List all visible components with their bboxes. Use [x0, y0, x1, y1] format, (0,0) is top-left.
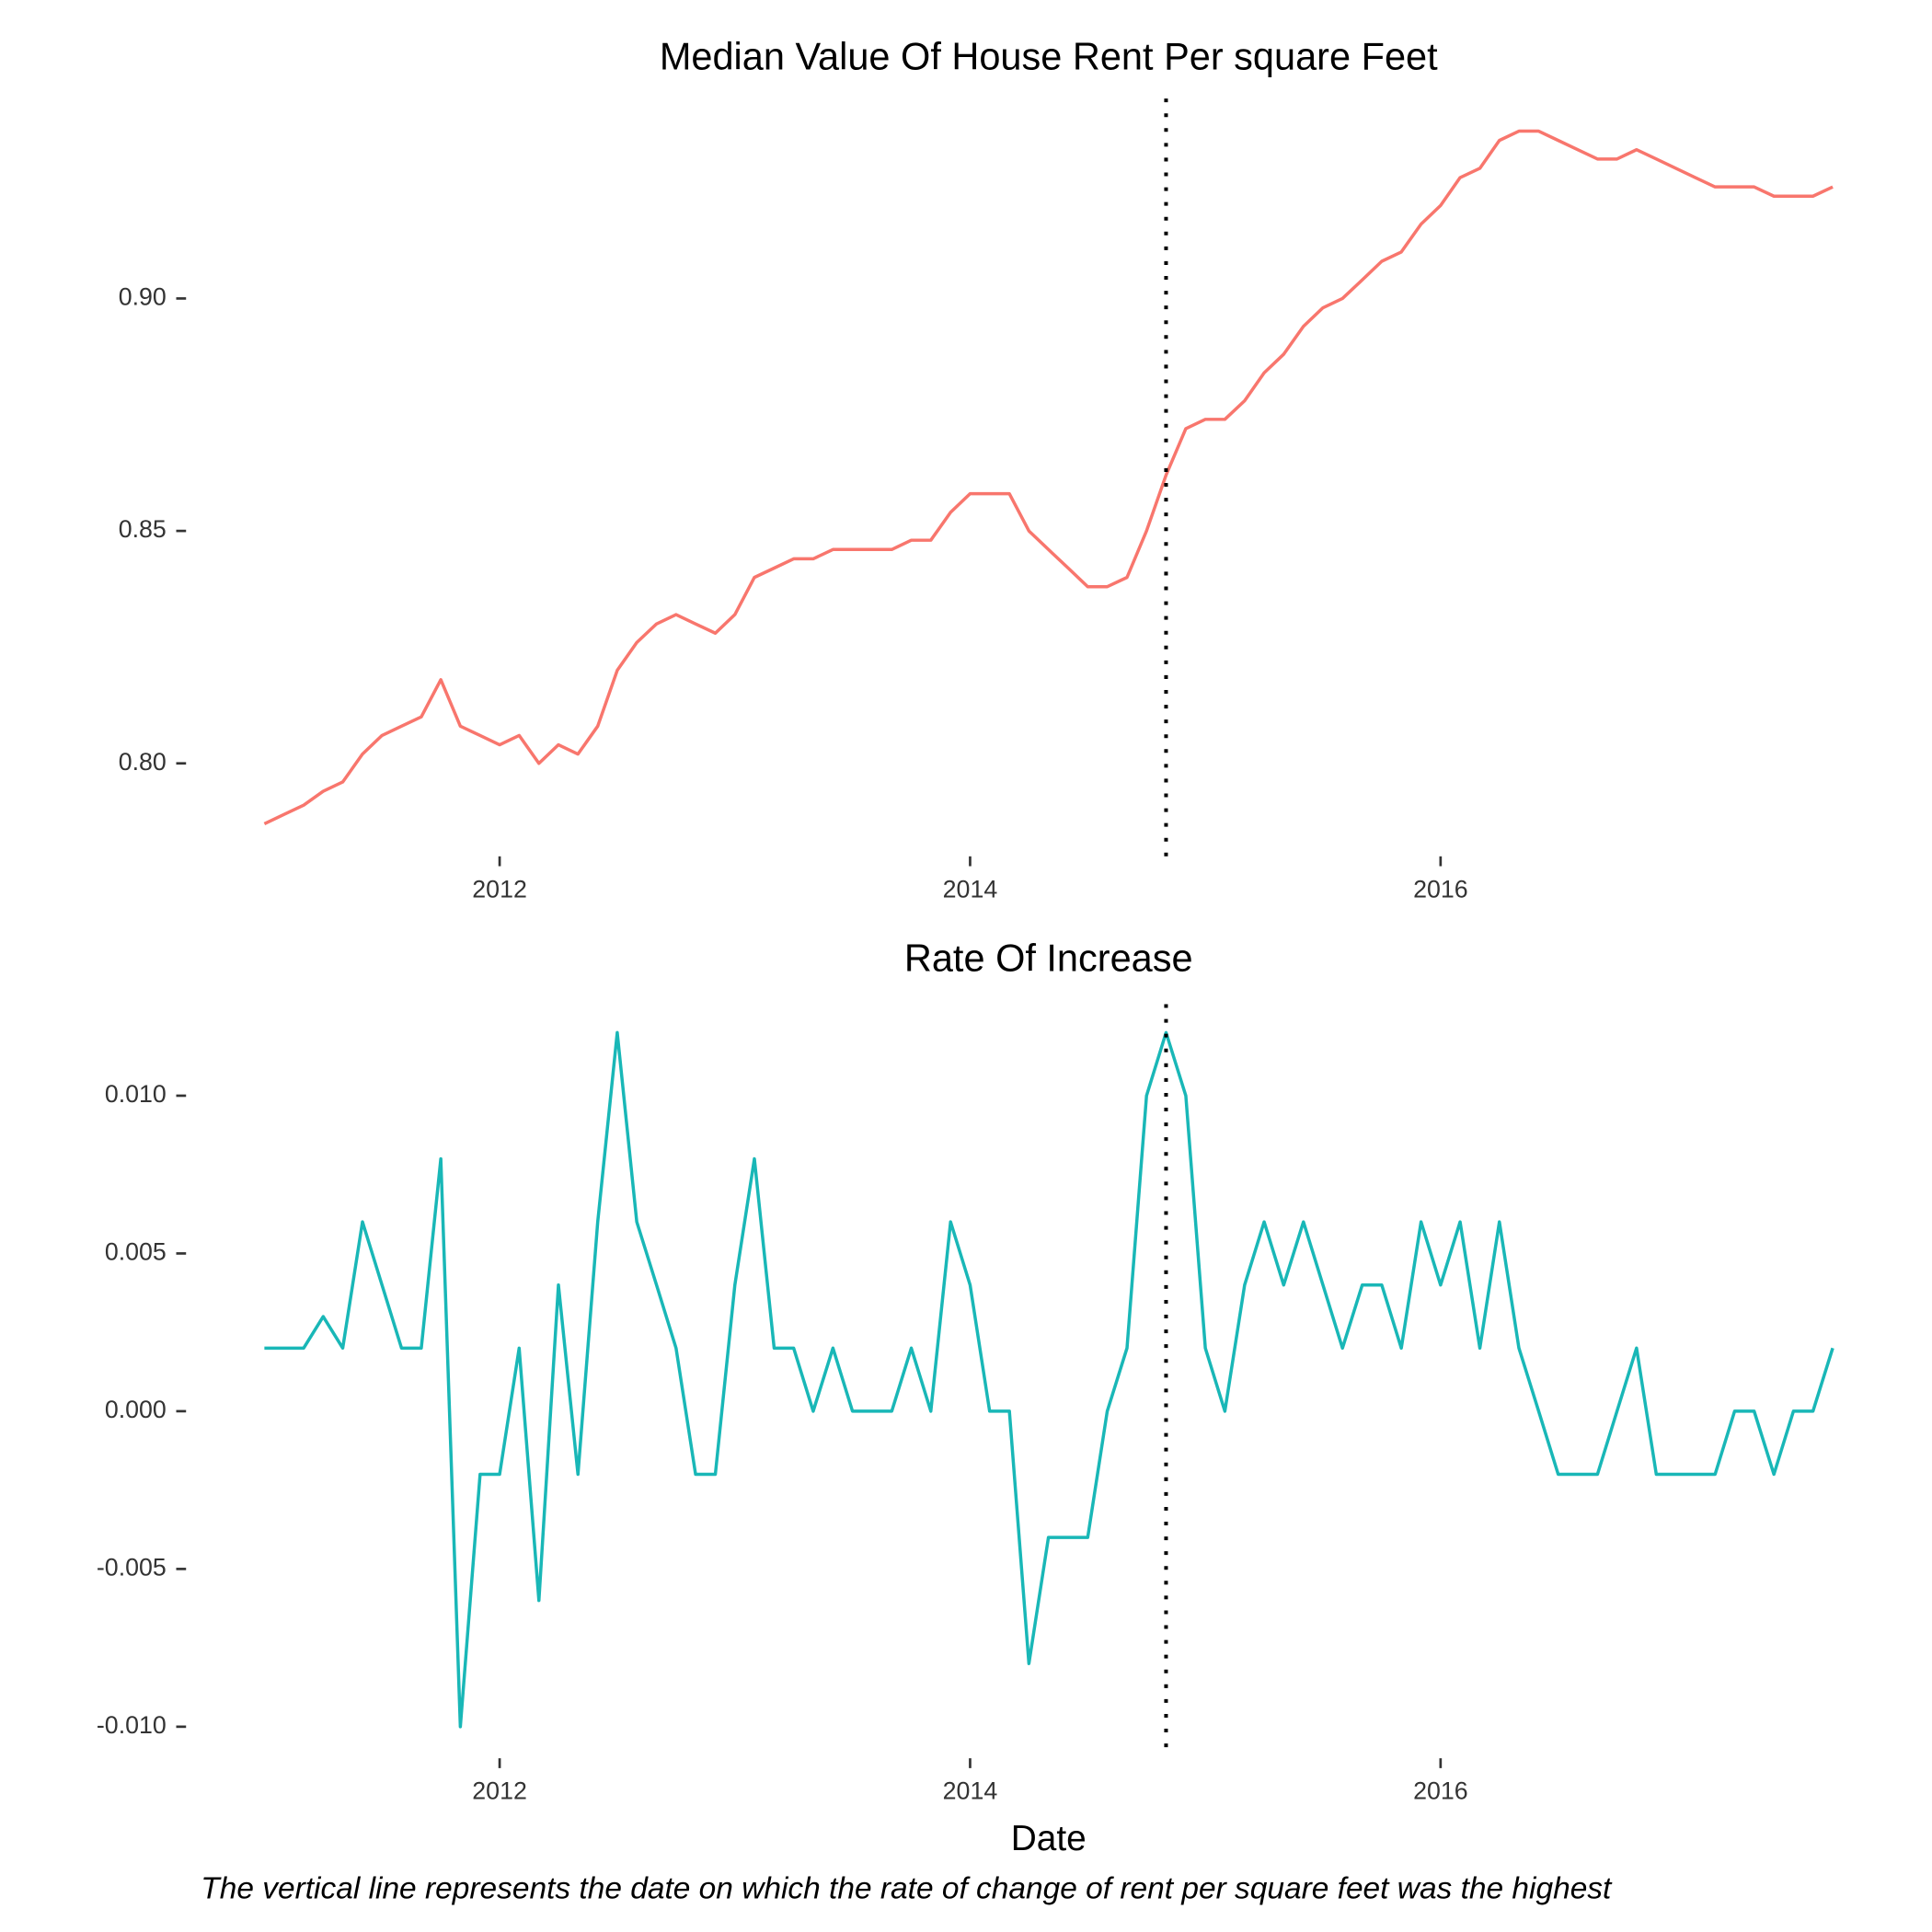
caption: The vertical line represents the date on…	[201, 1871, 1613, 1905]
y-tick-label: 0.000	[105, 1396, 167, 1423]
x-tick-label: 2014	[943, 1777, 998, 1805]
y-tick-label: 0.010	[105, 1080, 167, 1108]
y-tick-label: 0.85	[119, 515, 167, 543]
x-tick-label: 2016	[1413, 1777, 1468, 1805]
y-tick-label: 0.80	[119, 748, 167, 776]
x-tick-label: 2012	[472, 1777, 527, 1805]
y-tick-label: 0.005	[105, 1238, 167, 1266]
x-tick-label: 2012	[472, 875, 527, 903]
chart-title: Median Value Of House Rent Per square Fe…	[660, 34, 1438, 77]
line-series	[263, 129, 1834, 826]
line-series	[264, 1030, 1834, 1729]
x-tick-label: 2014	[943, 875, 998, 903]
chart-title: Rate Of Increase	[904, 937, 1193, 980]
x-axis-label: Date	[1011, 1819, 1087, 1858]
y-tick-label: -0.010	[97, 1711, 167, 1739]
y-tick-label: 0.90	[119, 283, 167, 311]
y-tick-label: -0.005	[97, 1553, 167, 1581]
x-tick-label: 2016	[1413, 875, 1468, 903]
